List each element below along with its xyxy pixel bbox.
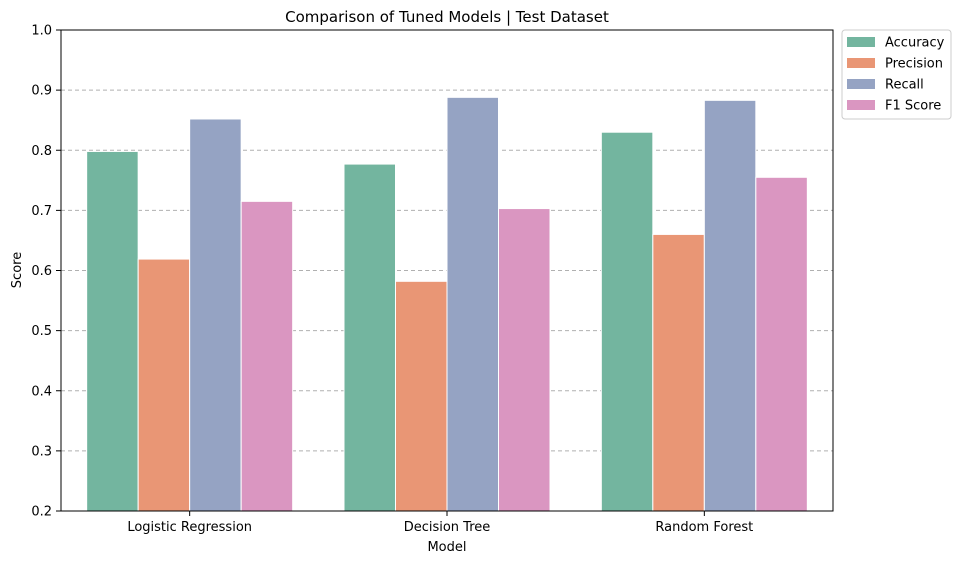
y-tick-label: 0.8 <box>31 144 52 159</box>
x-tick-label: Random Forest <box>655 520 753 535</box>
bar-accuracy-random-forest <box>600 131 654 512</box>
bar-precision-random-forest <box>652 233 705 512</box>
y-tick-label: 1.0 <box>31 24 52 39</box>
bar-f1-score-logistic-regression <box>240 200 294 512</box>
bar-accuracy-decision-tree <box>343 163 396 512</box>
x-tick-label: Logistic Regression <box>127 520 252 535</box>
y-axis: 0.2 0.3 0.4 0.5 0.6 0.7 0.8 0.9 1.0 <box>31 24 61 520</box>
bar-precision-logistic-regression <box>137 258 191 512</box>
bar-f1-score-random-forest <box>755 176 808 512</box>
x-tick-label: Decision Tree <box>404 520 491 535</box>
y-tick-label: 0.9 <box>31 84 52 99</box>
legend-swatch <box>847 37 875 47</box>
x-axis-label: Model <box>427 540 466 555</box>
bar-accuracy-logistic-regression <box>86 150 139 512</box>
bar-recall-random-forest <box>703 99 757 512</box>
legend: Accuracy Precision Recall F1 Score <box>841 29 952 120</box>
bar-precision-decision-tree <box>395 280 448 512</box>
legend-label: Precision <box>885 57 943 72</box>
bar-recall-logistic-regression <box>189 118 242 512</box>
y-tick-label: 0.7 <box>31 204 52 219</box>
legend-label: Recall <box>885 78 924 93</box>
legend-swatch <box>847 58 875 68</box>
y-tick-label: 0.4 <box>31 384 52 399</box>
y-tick-label: 0.5 <box>31 324 52 339</box>
bar-f1-score-decision-tree <box>498 208 551 512</box>
legend-label: F1 Score <box>885 99 941 114</box>
bars <box>86 96 808 512</box>
legend-frame <box>841 29 952 120</box>
bar-recall-decision-tree <box>446 96 499 512</box>
x-axis: Logistic Regression Decision Tree Random F… <box>127 511 753 535</box>
y-tick-label: 0.2 <box>31 505 52 520</box>
y-axis-label: Score <box>10 252 25 288</box>
legend-label: Accuracy <box>885 36 945 51</box>
chart-title: Comparison of Tuned Models | Test Datase… <box>285 8 609 26</box>
y-tick-label: 0.3 <box>31 444 52 459</box>
y-tick-label: 0.6 <box>31 264 52 279</box>
legend-swatch <box>847 100 875 110</box>
legend-swatch <box>847 79 875 89</box>
